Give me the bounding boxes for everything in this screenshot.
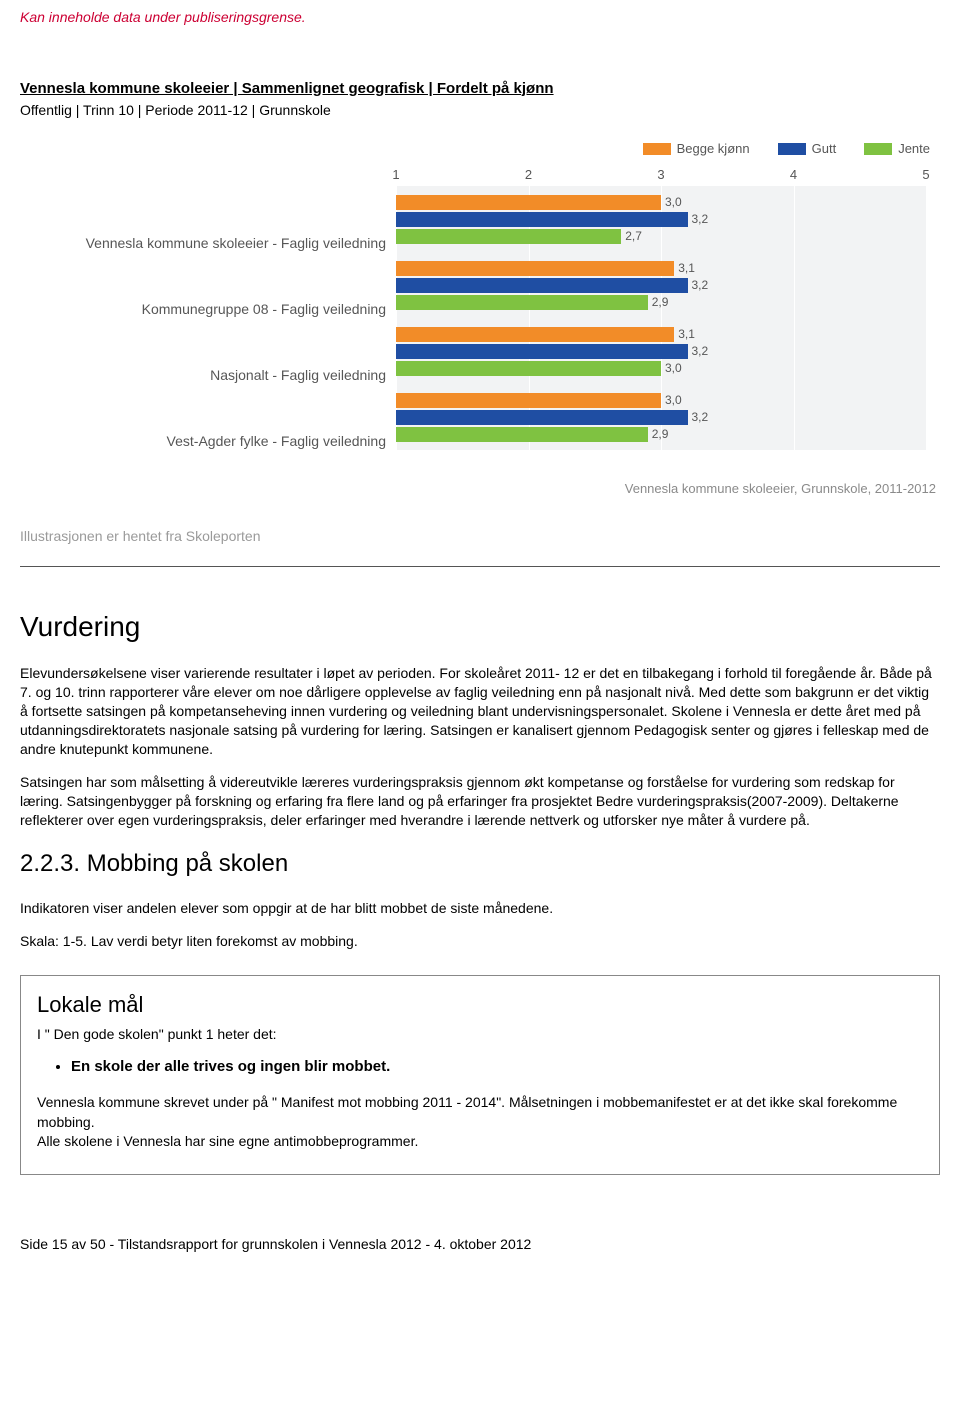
chart-plot: 12345 3,03,22,73,13,22,93,13,23,03,03,22… <box>396 166 926 474</box>
chart-bar <box>396 344 688 359</box>
legend-swatch <box>643 143 671 155</box>
chart-bar <box>396 195 661 210</box>
chart-bar-value: 2,7 <box>625 228 642 245</box>
legend-swatch <box>864 143 892 155</box>
lokale-mal-bullet: En skole der alle trives og ingen blir m… <box>71 1056 923 1077</box>
disclaimer-text: Kan inneholde data under publiseringsgre… <box>20 8 940 28</box>
paragraph: Satsingen har som målsetting å videreutv… <box>20 773 940 830</box>
chart-legend: Begge kjønn Gutt Jente <box>20 140 940 158</box>
chart-row-label: Kommunegruppe 08 - Faglig veiledning <box>20 276 390 342</box>
legend-item: Gutt <box>778 140 837 158</box>
chart-bar-value: 3,0 <box>665 194 682 211</box>
chart-bar-value: 3,1 <box>678 260 695 277</box>
chart-group: 3,0 3,2 2,7 <box>396 186 926 252</box>
paragraph: Indikatoren viser andelen elever som opp… <box>20 899 940 918</box>
chart-bar-value: 2,9 <box>652 294 669 311</box>
chart-title: Vennesla kommune skoleeier | Sammenligne… <box>20 78 940 99</box>
chart-row-label: Vest-Agder fylke - Faglig veiledning <box>20 408 390 474</box>
chart-bar <box>396 361 661 376</box>
chart-bar <box>396 229 621 244</box>
heading-mobbing: 2.2.3. Mobbing på skolen <box>20 847 940 881</box>
axis-tick: 3 <box>657 166 664 184</box>
chart-bar-value: 3,2 <box>692 343 709 360</box>
paragraph: Skala: 1-5. Lav verdi betyr liten foreko… <box>20 932 940 951</box>
paragraph: Elevundersøkelsene viser varierende resu… <box>20 664 940 758</box>
chart-bar-value: 2,9 <box>652 426 669 443</box>
paragraph: Alle skolene i Vennesla har sine egne an… <box>37 1132 923 1152</box>
axis-tick: 4 <box>790 166 797 184</box>
legend-swatch <box>778 143 806 155</box>
legend-item: Begge kjønn <box>643 140 750 158</box>
chart-group: 3,13,2 3,0 <box>396 318 926 384</box>
chart-source: Vennesla kommune skoleeier, Grunnskole, … <box>20 480 940 498</box>
chart-group: 3,13,2 2,9 <box>396 252 926 318</box>
lokale-mal-list: En skole der alle trives og ingen blir m… <box>71 1056 923 1077</box>
chart-bar-value: 3,2 <box>692 409 709 426</box>
chart-bar <box>396 393 661 408</box>
chart-bar <box>396 327 674 342</box>
axis-tick: 2 <box>525 166 532 184</box>
chart-bar-value: 3,0 <box>665 360 682 377</box>
chart-bar <box>396 427 648 442</box>
lokale-mal-intro: I " Den gode skolen" punkt 1 heter det: <box>37 1025 923 1045</box>
legend-label: Gutt <box>812 140 837 158</box>
chart-plot-area: 3,03,22,73,13,22,93,13,23,03,03,22,9 <box>396 186 926 450</box>
legend-label: Jente <box>898 140 930 158</box>
chart-x-axis: 12345 <box>396 166 926 184</box>
chart-bar <box>396 261 674 276</box>
axis-tick: 1 <box>392 166 399 184</box>
chart-subtitle: Offentlig | Trinn 10 | Periode 2011-12 |… <box>20 101 940 121</box>
legend-item: Jente <box>864 140 930 158</box>
chart-bar-value: 3,0 <box>665 392 682 409</box>
chart-row-label: Vennesla kommune skoleeier - Faglig veil… <box>20 210 390 276</box>
chart-group: 3,0 3,2 2,9 <box>396 384 926 450</box>
chart-bar-value: 3,2 <box>692 277 709 294</box>
chart-bar <box>396 278 688 293</box>
chart-row-label: Nasjonalt - Faglig veiledning <box>20 342 390 408</box>
gridline <box>926 186 927 450</box>
axis-tick: 5 <box>922 166 929 184</box>
chart-bar <box>396 410 688 425</box>
bar-chart: Vennesla kommune skoleeier - Faglig veil… <box>20 166 940 474</box>
lokale-mal-heading: Lokale mål <box>37 990 923 1021</box>
page-footer: Side 15 av 50 - Tilstandsrapport for gru… <box>20 1235 940 1255</box>
chart-bar <box>396 212 688 227</box>
lokale-mal-box: Lokale mål I " Den gode skolen" punkt 1 … <box>20 975 940 1175</box>
paragraph: Vennesla kommune skrevet under på " Mani… <box>37 1093 923 1132</box>
heading-vurdering: Vurdering <box>20 607 940 646</box>
chart-bar-value: 3,2 <box>692 211 709 228</box>
chart-bar-value: 3,1 <box>678 326 695 343</box>
divider <box>20 566 940 567</box>
chart-bar <box>396 295 648 310</box>
chart-y-labels: Vennesla kommune skoleeier - Faglig veil… <box>20 166 390 474</box>
legend-label: Begge kjønn <box>677 140 750 158</box>
illustration-note: Illustrasjonen er hentet fra Skoleporten <box>20 527 940 547</box>
